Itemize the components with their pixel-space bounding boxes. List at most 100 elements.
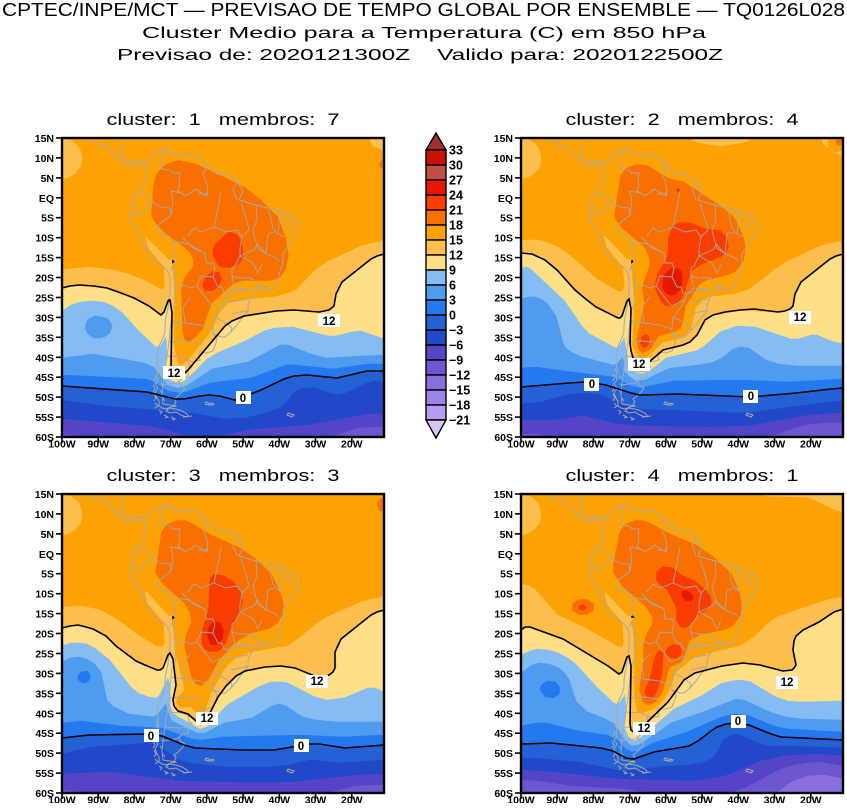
svg-text:100W: 100W <box>48 439 76 451</box>
svg-text:20S: 20S <box>35 273 54 285</box>
svg-text:0: 0 <box>240 393 246 405</box>
svg-text:20W: 20W <box>800 439 822 451</box>
svg-text:0: 0 <box>298 741 304 753</box>
svg-text:15N: 15N <box>494 133 513 145</box>
svg-text:33: 33 <box>449 144 463 158</box>
svg-text:EQ: EQ <box>498 193 513 205</box>
svg-text:15S: 15S <box>494 609 513 621</box>
svg-text:50S: 50S <box>35 748 54 760</box>
svg-text:60S: 60S <box>494 788 513 800</box>
svg-text:50S: 50S <box>35 392 54 404</box>
svg-text:cluster: 2 membros: 4: cluster: 2 membros: 4 <box>566 110 799 129</box>
svg-text:55S: 55S <box>35 768 54 780</box>
svg-text:30S: 30S <box>494 668 513 680</box>
svg-text:cluster: 3 membros: 3: cluster: 3 membros: 3 <box>107 466 340 485</box>
svg-text:30S: 30S <box>35 668 54 680</box>
svg-text:30W: 30W <box>764 439 786 451</box>
svg-text:15S: 15S <box>35 609 54 621</box>
svg-text:50W: 50W <box>232 439 254 451</box>
svg-text:12: 12 <box>323 316 336 328</box>
svg-text:cluster: 4 membros: 1: cluster: 4 membros: 1 <box>566 466 799 485</box>
svg-text:9: 9 <box>449 264 456 278</box>
svg-text:12: 12 <box>633 359 646 371</box>
svg-text:20W: 20W <box>800 795 822 804</box>
svg-text:30S: 30S <box>35 312 54 324</box>
svg-text:55S: 55S <box>494 412 513 424</box>
svg-text:40W: 40W <box>728 439 750 451</box>
svg-text:−9: −9 <box>449 354 463 368</box>
svg-text:50W: 50W <box>691 795 713 804</box>
svg-text:5N: 5N <box>41 529 54 541</box>
svg-text:Previsao de: 2020121300Z Va: Previsao de: 2020121300Z Valido para: 20… <box>117 47 723 64</box>
svg-text:40S: 40S <box>494 708 513 720</box>
svg-text:CPTEC/INPE/MCT — PREVISAO DE T: CPTEC/INPE/MCT — PREVISAO DE TEMPO GLOBA… <box>2 0 845 20</box>
svg-text:70W: 70W <box>160 795 182 804</box>
svg-text:80W: 80W <box>583 795 605 804</box>
svg-text:12: 12 <box>794 312 807 324</box>
svg-text:cluster: 1 membros: 7: cluster: 1 membros: 7 <box>107 110 340 129</box>
svg-text:5S: 5S <box>41 569 54 581</box>
svg-text:45S: 45S <box>494 728 513 740</box>
svg-text:EQ: EQ <box>498 549 513 561</box>
svg-text:5S: 5S <box>500 213 513 225</box>
svg-text:−6: −6 <box>449 339 463 353</box>
svg-text:12: 12 <box>449 249 463 263</box>
svg-text:40W: 40W <box>269 795 291 804</box>
svg-text:6: 6 <box>449 279 456 293</box>
svg-text:60W: 60W <box>655 439 677 451</box>
svg-text:10S: 10S <box>35 233 54 245</box>
svg-text:−21: −21 <box>449 414 470 428</box>
svg-text:10S: 10S <box>35 589 54 601</box>
svg-text:21: 21 <box>449 204 463 218</box>
svg-text:35S: 35S <box>494 332 513 344</box>
svg-text:35S: 35S <box>494 688 513 700</box>
svg-text:12: 12 <box>168 368 181 380</box>
svg-text:50S: 50S <box>494 748 513 760</box>
svg-text:0: 0 <box>589 379 595 391</box>
svg-text:60S: 60S <box>35 788 54 800</box>
svg-text:20W: 20W <box>341 795 363 804</box>
svg-text:20S: 20S <box>35 629 54 641</box>
svg-text:0: 0 <box>148 731 154 743</box>
svg-text:40S: 40S <box>494 352 513 364</box>
svg-text:0: 0 <box>748 391 754 403</box>
svg-text:15S: 15S <box>494 253 513 265</box>
svg-text:60W: 60W <box>655 795 677 804</box>
svg-text:15N: 15N <box>35 133 54 145</box>
svg-text:5N: 5N <box>500 173 513 185</box>
svg-text:12: 12 <box>781 677 794 689</box>
svg-text:15N: 15N <box>494 489 513 501</box>
svg-text:90W: 90W <box>87 439 109 451</box>
svg-text:5S: 5S <box>500 569 513 581</box>
svg-text:10N: 10N <box>494 509 513 521</box>
svg-text:5N: 5N <box>41 173 54 185</box>
svg-text:EQ: EQ <box>39 193 54 205</box>
svg-text:25S: 25S <box>494 293 513 305</box>
svg-text:0: 0 <box>449 309 456 323</box>
svg-text:30S: 30S <box>494 312 513 324</box>
svg-text:5N: 5N <box>500 529 513 541</box>
svg-text:10S: 10S <box>494 233 513 245</box>
svg-text:90W: 90W <box>87 795 109 804</box>
svg-text:80W: 80W <box>124 439 146 451</box>
svg-text:60W: 60W <box>196 795 218 804</box>
svg-text:35S: 35S <box>35 688 54 700</box>
svg-text:40W: 40W <box>728 795 750 804</box>
svg-text:−18: −18 <box>449 399 470 413</box>
svg-text:80W: 80W <box>583 439 605 451</box>
svg-text:20S: 20S <box>494 629 513 641</box>
svg-text:10S: 10S <box>494 589 513 601</box>
svg-text:10N: 10N <box>35 153 54 165</box>
svg-text:35S: 35S <box>35 332 54 344</box>
svg-text:12: 12 <box>638 723 651 735</box>
svg-text:18: 18 <box>449 219 463 233</box>
svg-text:55S: 55S <box>35 412 54 424</box>
svg-text:45S: 45S <box>494 372 513 384</box>
svg-text:100W: 100W <box>507 795 535 804</box>
svg-text:Cluster Medio para a Temperatu: Cluster Medio para a Temperatura (C) em … <box>142 25 706 42</box>
svg-text:70W: 70W <box>160 439 182 451</box>
svg-text:−15: −15 <box>449 384 470 398</box>
svg-text:25S: 25S <box>35 293 54 305</box>
svg-text:90W: 90W <box>546 439 568 451</box>
svg-text:55S: 55S <box>494 768 513 780</box>
